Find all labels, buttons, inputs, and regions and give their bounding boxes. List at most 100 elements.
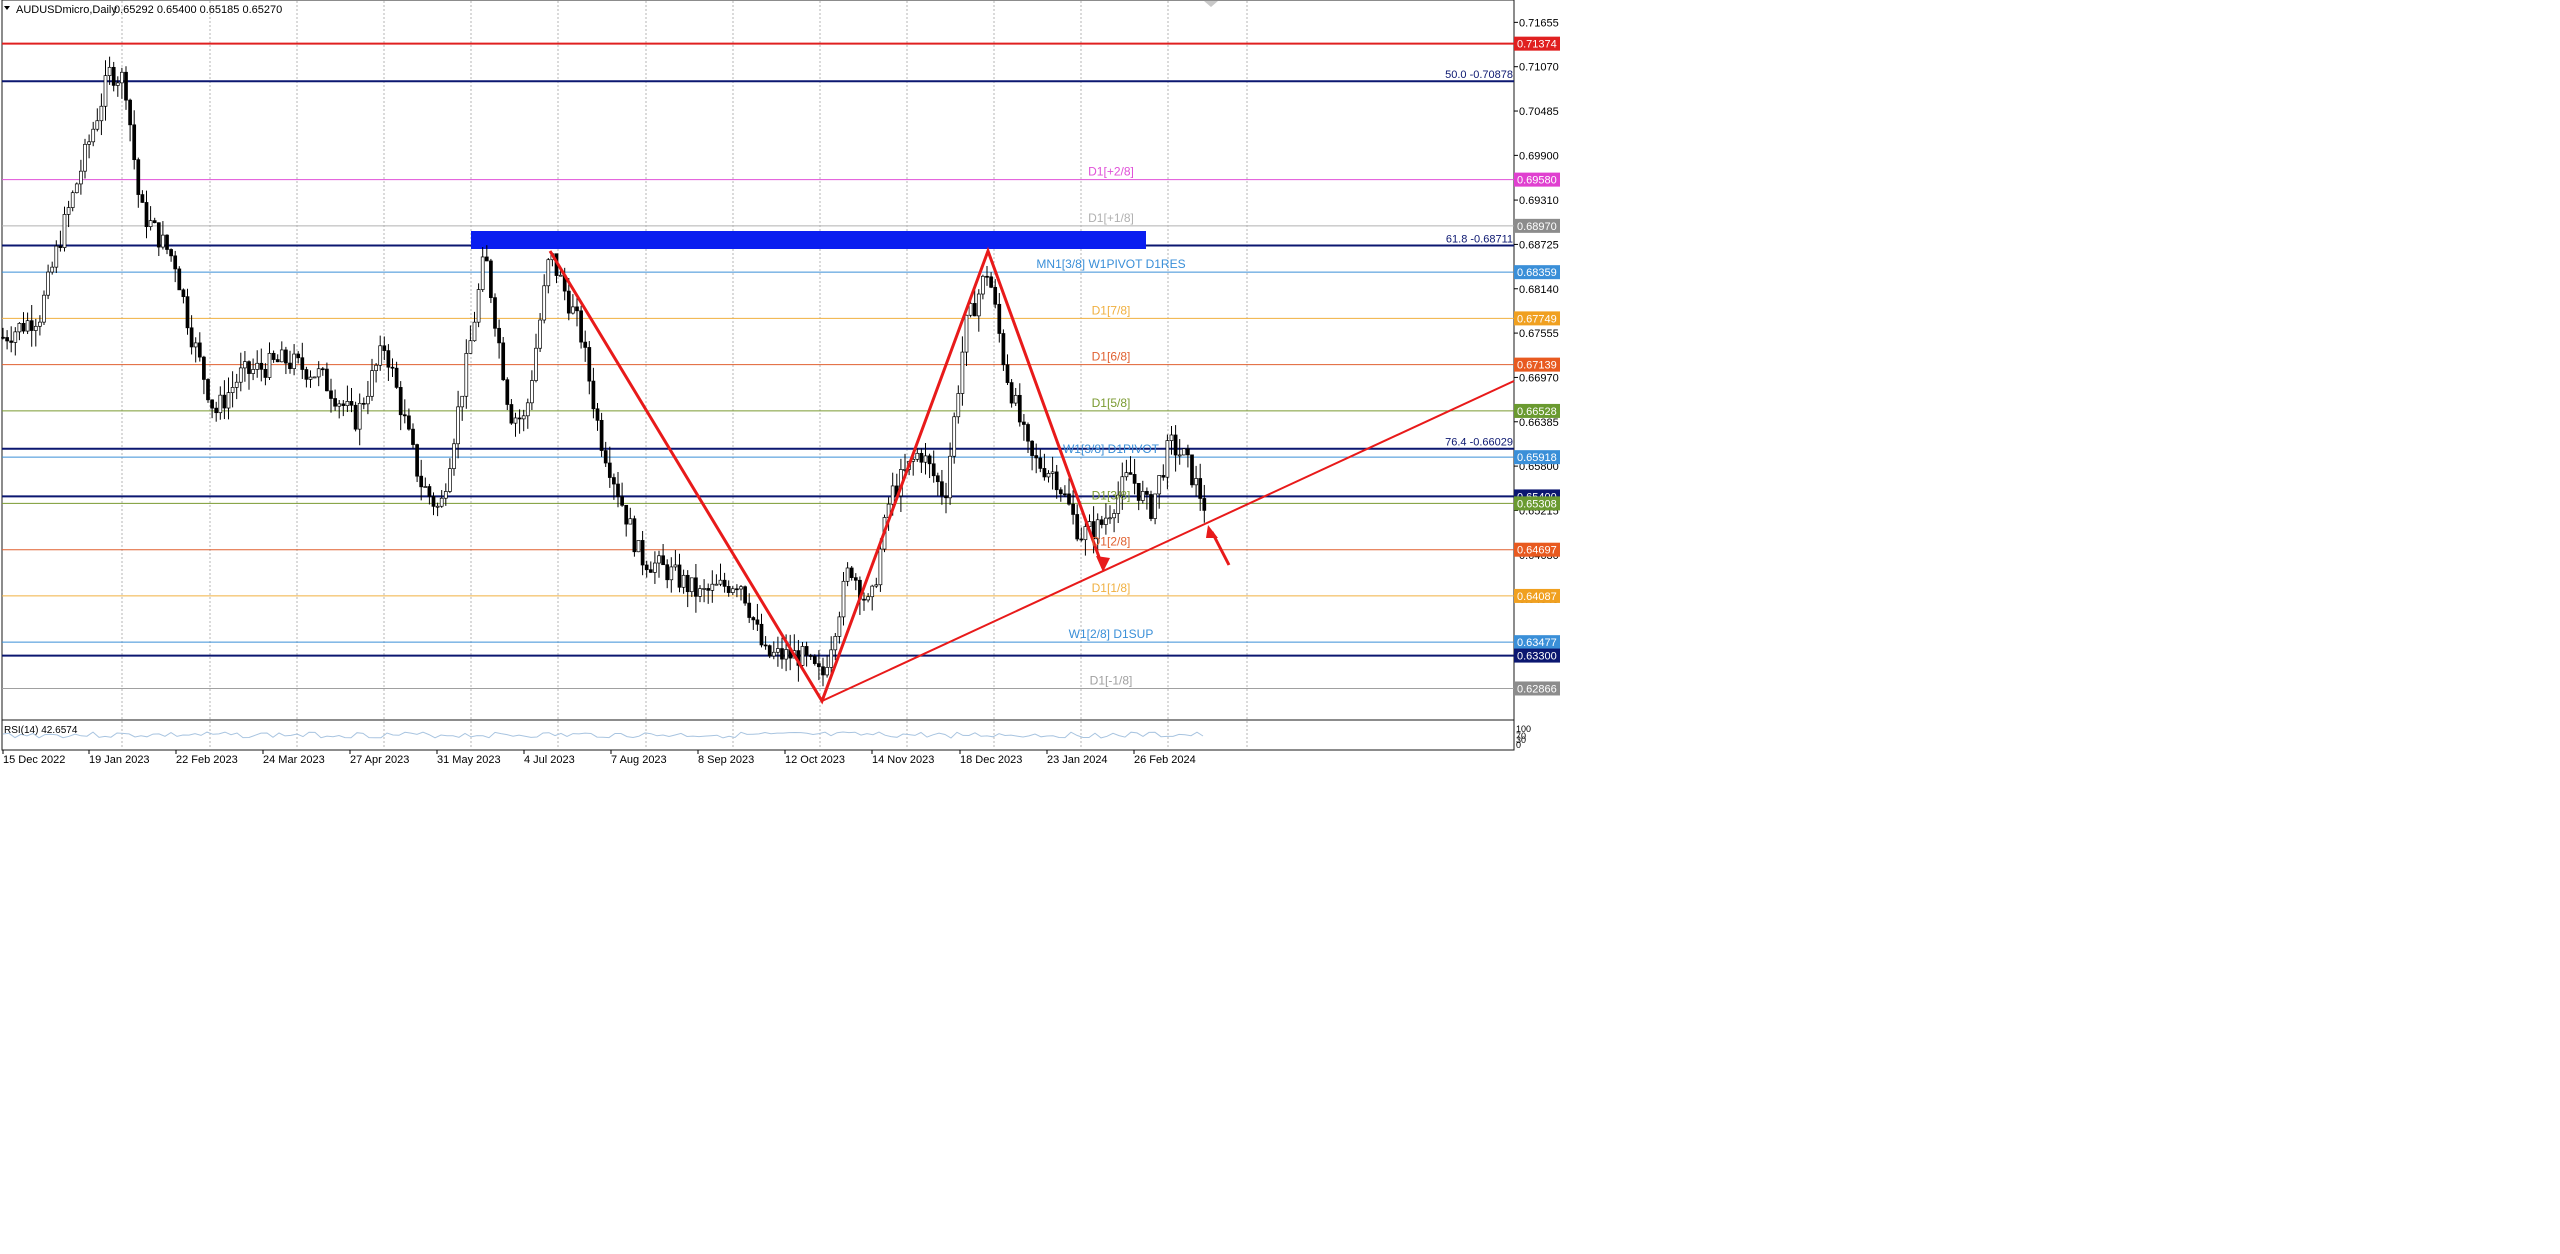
candle-body [316, 368, 321, 378]
price-tick-label: 0.68140 [1519, 284, 1559, 296]
candle-body [173, 255, 178, 270]
candle-body [1075, 514, 1080, 540]
murrey-level-label: D1[6/8] [1092, 350, 1131, 364]
candle-body [968, 303, 973, 316]
price-tag-box [1514, 542, 1560, 557]
candle-body [829, 649, 834, 668]
candle-body [181, 289, 186, 298]
candle-body [981, 275, 985, 295]
candle-body [177, 268, 182, 291]
candle-body [636, 540, 641, 553]
candle-body [952, 416, 957, 457]
zigzag-arrowhead [1096, 556, 1110, 572]
candle-body [472, 321, 477, 342]
price-tick-label: 0.71655 [1519, 17, 1559, 29]
candle-body [357, 402, 362, 430]
candle-body [87, 141, 91, 145]
candle-body [673, 564, 678, 568]
candle-body [189, 327, 194, 348]
candle-body [1194, 478, 1198, 486]
candle-body [800, 646, 805, 666]
candle-body [251, 369, 255, 374]
candle-body [1116, 494, 1121, 514]
candle-body [735, 588, 739, 591]
candle-body [439, 497, 444, 507]
rsi-tick-30: 30 [1516, 735, 1526, 745]
candle-body [83, 143, 87, 172]
candle-body [1198, 478, 1203, 499]
candle-body [1071, 503, 1075, 515]
price-tag-text: 0.62866 [1517, 683, 1557, 695]
candle-body [296, 353, 301, 359]
price-tags: 0.71374 0.69580 0.68970 0.68359 0.67749 0.671… [1514, 36, 1560, 696]
candle-body [1083, 526, 1088, 541]
price-tick-label: 0.68725 [1519, 239, 1559, 251]
candle-body [415, 444, 419, 477]
annotations [548, 246, 1515, 705]
candle-body [398, 387, 403, 416]
candle-body [948, 455, 952, 499]
candle-body [644, 564, 649, 571]
candle-body [853, 577, 858, 581]
candle-body [694, 577, 698, 597]
candle-body [714, 583, 719, 586]
candle-body [17, 323, 22, 333]
candle-body [1026, 424, 1030, 442]
candle-body [312, 376, 317, 379]
candle-body [193, 342, 198, 348]
candle-body [402, 414, 407, 417]
date-label: 19 Jan 2023 [89, 754, 150, 766]
candle-body [148, 220, 153, 228]
candle-body [1067, 493, 1071, 505]
candle-body [501, 342, 506, 381]
candle-body [657, 555, 661, 564]
candle-body [13, 331, 18, 343]
candle-body [247, 361, 251, 374]
candle-body [689, 577, 694, 593]
candle-body [1190, 454, 1194, 486]
zigzag-line-1[interactable] [548, 246, 1105, 705]
candle-body [288, 362, 292, 369]
candle-body [497, 327, 501, 344]
ascending-trendline[interactable] [821, 380, 1515, 702]
candle-body [1095, 519, 1100, 540]
candle-body [808, 655, 813, 657]
candle-body [812, 656, 817, 664]
candle-body [751, 617, 756, 621]
candle-body [74, 183, 79, 194]
resistance-zone[interactable] [471, 231, 1146, 249]
price-tag-box [1514, 681, 1560, 696]
candle-body [206, 379, 210, 401]
candle-body [1145, 491, 1149, 495]
candlesticks [1, 56, 1207, 687]
candle-body [263, 368, 268, 378]
candle-body [337, 403, 342, 407]
price-tick-label: 0.71070 [1519, 62, 1559, 74]
candle-body [115, 82, 120, 86]
rsi-tick-70: 70 [1516, 731, 1526, 741]
candle-body [1042, 468, 1047, 478]
candle-body [443, 491, 448, 499]
chart-menu-arrow-icon[interactable] [4, 6, 10, 10]
vertical-grid [121, 1, 1248, 749]
candle-body [1173, 434, 1178, 456]
rsi-tick-0: 0 [1516, 740, 1521, 750]
candle-body [42, 294, 46, 323]
candle-body [837, 616, 842, 637]
candle-body [870, 585, 875, 598]
candle-body [866, 596, 870, 601]
candle-body [1054, 471, 1059, 491]
candle-body [390, 366, 395, 369]
candle-body [1050, 471, 1055, 474]
candle-body [333, 398, 337, 407]
candle-body [300, 357, 305, 370]
candle-body [542, 285, 547, 321]
price-chart[interactable]: 50.0 -0.70878 D1[+2/8] D1[+1/8] 61.8 -0.687… [0, 0, 1568, 768]
candle-body [1177, 454, 1182, 457]
scroll-marker-icon[interactable] [1204, 1, 1218, 7]
candle-body [804, 646, 809, 656]
candle-body [480, 256, 485, 290]
candle-body [661, 555, 665, 566]
price-tick-label: 0.69310 [1519, 195, 1559, 207]
candle-body [706, 588, 711, 591]
